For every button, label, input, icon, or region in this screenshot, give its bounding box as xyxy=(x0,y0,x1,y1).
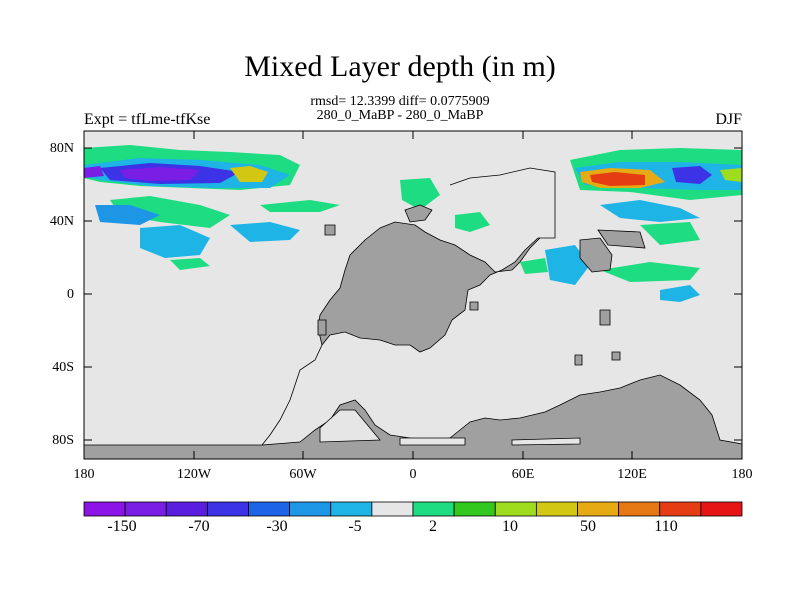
colorbar-swatch xyxy=(618,501,661,517)
colorbar-swatch xyxy=(659,501,702,517)
anomaly-patch xyxy=(230,166,268,182)
chart-title: Mixed Layer depth (in m) xyxy=(244,50,556,83)
lon-tick-label: 120E xyxy=(617,467,647,482)
colorbar-label: 110 xyxy=(654,518,678,535)
inland-water-shape xyxy=(511,437,581,446)
lon-tick-label: 180 xyxy=(73,467,95,482)
lat-tick-marks xyxy=(84,147,742,441)
colorbar-label: -150 xyxy=(107,518,137,535)
anomaly-patch xyxy=(140,225,210,258)
colorbar-label: -70 xyxy=(188,518,210,535)
anomaly-patch xyxy=(455,212,490,232)
continent-shape xyxy=(324,224,336,236)
colorbar-swatch xyxy=(165,501,208,517)
anomaly-patch xyxy=(520,258,548,274)
anomaly-patch xyxy=(230,222,300,242)
colorbar-swatch xyxy=(206,501,249,517)
lon-tick-label: 180 xyxy=(731,467,753,482)
anomaly-patch xyxy=(640,222,700,245)
colorbar-swatch xyxy=(700,501,743,517)
experiment-label: Expt = tfLme-tfKse xyxy=(84,111,211,128)
anomaly-patch xyxy=(95,205,160,225)
anomaly-patch xyxy=(590,172,645,186)
lat-tick-label: 80N xyxy=(49,141,74,156)
continent-shape xyxy=(611,351,621,361)
colorbar-label: 50 xyxy=(580,518,596,535)
colorbar-swatch xyxy=(83,501,126,517)
season-label: DJF xyxy=(715,111,742,128)
anomaly-patch xyxy=(600,200,700,222)
colorbar-label: -5 xyxy=(348,518,362,535)
colorbar-swatch xyxy=(577,501,620,517)
colorbar-swatch xyxy=(494,501,537,517)
colorbar-swatch xyxy=(289,501,332,517)
colorbar-swatch xyxy=(453,501,496,517)
anomaly-patch xyxy=(720,168,742,182)
lon-tick-label: 0 xyxy=(409,467,417,482)
anomaly-patch xyxy=(400,178,440,210)
colorbar-swatch xyxy=(412,501,455,517)
colorbar-swatch xyxy=(535,501,578,517)
anomaly-patch xyxy=(170,258,210,270)
continent-shape xyxy=(83,167,743,460)
lon-tick-label: 60E xyxy=(511,467,535,482)
lat-tick-label: 40N xyxy=(49,214,74,229)
land-masses xyxy=(83,167,743,460)
colorbar xyxy=(83,501,743,517)
continent-shape xyxy=(597,229,646,249)
continent-shape xyxy=(404,204,433,223)
stats-line: rmsd= 12.3399 diff= 0.0775909 280_0_MaBP… xyxy=(0,95,800,123)
anomaly-patch xyxy=(672,166,712,184)
continent-shape xyxy=(574,354,583,366)
lat-tick-label: 0 xyxy=(67,287,74,302)
colorbar-label: 10 xyxy=(502,518,518,535)
anomaly-patch xyxy=(545,245,590,285)
colorbar-swatch xyxy=(248,501,291,517)
inland-water-shape xyxy=(319,409,381,443)
lat-tick-label: 80S xyxy=(52,433,74,448)
colorbar-swatch xyxy=(124,501,167,517)
anomaly-patch xyxy=(660,285,700,302)
anomaly-patch xyxy=(120,167,200,181)
lon-tick-label: 60W xyxy=(289,467,317,482)
continent-shape xyxy=(579,237,613,273)
anomaly-patch xyxy=(600,262,700,282)
run-names-text: 280_0_MaBP - 280_0_MaBP xyxy=(316,108,484,123)
colorbar-swatch xyxy=(371,501,414,517)
lon-tick-marks xyxy=(83,131,743,459)
anomaly-field xyxy=(84,145,742,302)
anomaly-patch xyxy=(84,166,104,178)
anomaly-patch xyxy=(110,196,230,228)
anomaly-patch xyxy=(260,200,340,212)
colorbar-label: 2 xyxy=(429,518,437,535)
lat-tick-label: 40S xyxy=(52,360,74,375)
continent-shape xyxy=(317,319,327,336)
continent-shape xyxy=(599,309,611,326)
inland-water xyxy=(319,409,581,446)
colorbar-label: -30 xyxy=(266,518,288,535)
lon-tick-label: 120W xyxy=(176,467,212,482)
rmsd-diff-text: rmsd= 12.3399 diff= 0.0775909 xyxy=(310,94,490,109)
inland-water-shape xyxy=(399,437,466,446)
continent-shape xyxy=(469,301,479,311)
colorbar-swatch xyxy=(330,501,373,517)
